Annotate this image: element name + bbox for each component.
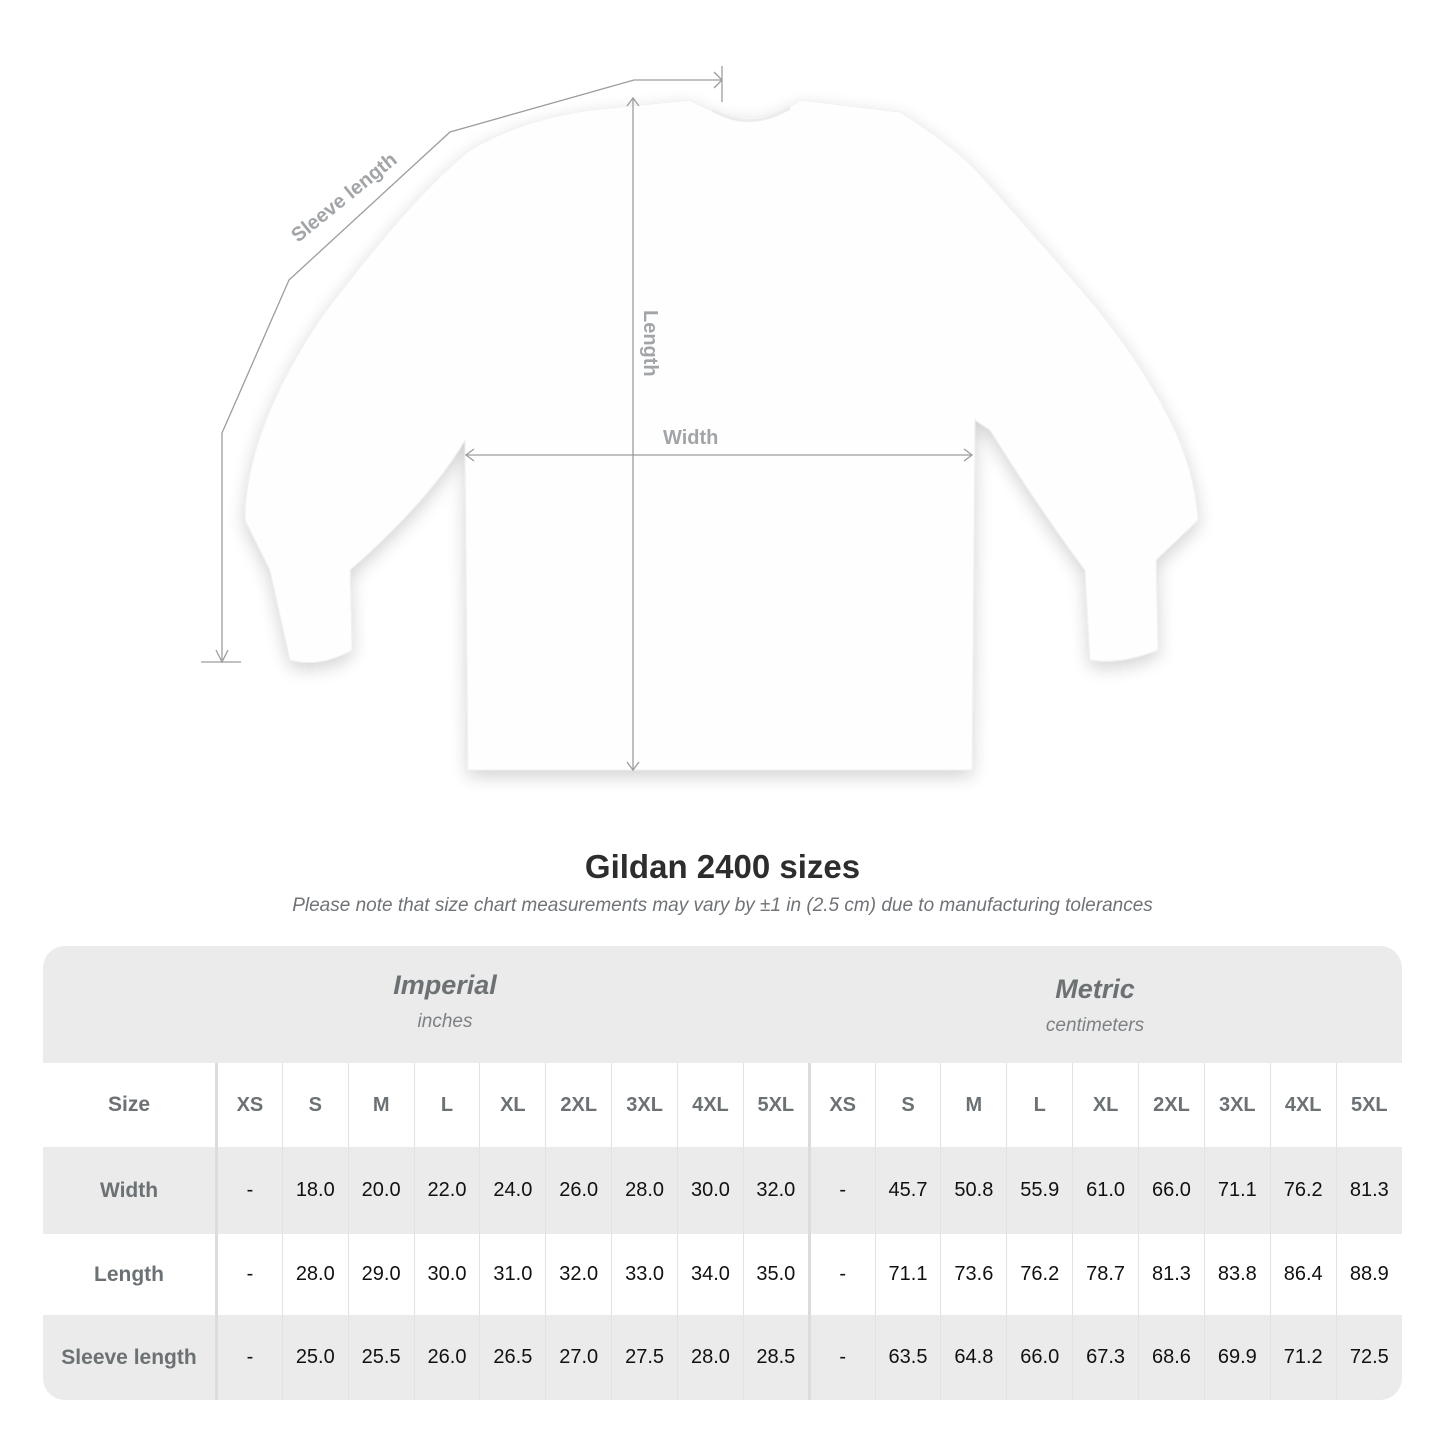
imperial-value: - xyxy=(216,1147,283,1234)
metric-value: 71.1 xyxy=(1203,1147,1271,1234)
size-header-imperial: M xyxy=(347,1063,415,1147)
imperial-value: 28.0 xyxy=(281,1234,349,1315)
size-header-imperial: S xyxy=(281,1063,349,1147)
metric-value: 66.0 xyxy=(1006,1315,1073,1400)
size-header-imperial: XL xyxy=(479,1063,546,1147)
row-label: Sleeve length xyxy=(43,1315,218,1400)
metric-value: 86.4 xyxy=(1269,1234,1337,1315)
imperial-value: 20.0 xyxy=(347,1147,415,1234)
row-label: Width xyxy=(43,1147,218,1234)
imperial-value: 26.0 xyxy=(545,1147,612,1234)
size-header-metric: 3XL xyxy=(1203,1063,1271,1147)
size-header-imperial: L xyxy=(413,1063,480,1147)
metric-value: 71.1 xyxy=(874,1234,941,1315)
imperial-unit: inches xyxy=(417,1011,473,1032)
long-sleeve-shirt xyxy=(244,99,1199,771)
table-row: Sleeve length -25.0 25.5 26.0 26.5 27.0 27.5 28… xyxy=(43,1315,1402,1400)
metric-value: 45.7 xyxy=(874,1147,941,1234)
imperial-value: 18.0 xyxy=(281,1147,349,1234)
size-table: Size XS S M L XL 2XL 3XL 4XL 5XL XS S M L XL 2XL 3XL 4XL 5… xyxy=(43,1063,1402,1400)
imperial-value: 31.0 xyxy=(479,1234,546,1315)
metric-value: 66.0 xyxy=(1138,1147,1205,1234)
metric-value: 67.3 xyxy=(1072,1315,1139,1400)
imperial-value: 22.0 xyxy=(413,1147,480,1234)
size-header-imperial: 2XL xyxy=(545,1063,612,1147)
size-header-imperial: XS xyxy=(216,1063,283,1147)
shirt-diagram: Sleeve length Length Width xyxy=(201,66,1199,772)
size-header-imperial: 3XL xyxy=(611,1063,678,1147)
imperial-value: 26.5 xyxy=(479,1315,546,1400)
imperial-value: 26.0 xyxy=(413,1315,480,1400)
page-title: Gildan 2400 sizes xyxy=(584,848,861,885)
imperial-value: 30.0 xyxy=(677,1147,744,1234)
size-header-metric: M xyxy=(940,1063,1007,1147)
imperial-value: 33.0 xyxy=(611,1234,678,1315)
metric-value: 64.8 xyxy=(940,1315,1007,1400)
size-label: Size xyxy=(43,1063,218,1147)
width-label: Width xyxy=(663,427,718,449)
size-header-imperial: 4XL xyxy=(677,1063,744,1147)
imperial-value: 27.5 xyxy=(611,1315,678,1400)
tolerance-note: Please note that size chart measurements… xyxy=(292,895,1153,916)
imperial-value: 34.0 xyxy=(677,1234,744,1315)
metric-value: 55.9 xyxy=(1006,1147,1073,1234)
imperial-value: 25.0 xyxy=(281,1315,349,1400)
metric-value: - xyxy=(807,1315,876,1400)
imperial-value: 28.0 xyxy=(677,1315,744,1400)
table-row: Length -28.0 29.0 30.0 31.0 32.0 33.0 34.0 35.0-… xyxy=(43,1234,1402,1315)
size-header-metric: XS xyxy=(807,1063,876,1147)
table-row-sizes: Size XS S M L XL 2XL 3XL 4XL 5XL XS S M L XL 2XL 3XL 4XL 5… xyxy=(43,1063,1402,1147)
metric-value: 61.0 xyxy=(1072,1147,1139,1234)
metric-value: 69.9 xyxy=(1203,1315,1271,1400)
metric-value: 73.6 xyxy=(940,1234,1007,1315)
metric-value: 81.3 xyxy=(1335,1147,1402,1234)
size-header-metric: 4XL xyxy=(1269,1063,1337,1147)
size-header-metric: XL xyxy=(1072,1063,1139,1147)
imperial-value: - xyxy=(216,1315,283,1400)
sleeve-length-dimension-line xyxy=(221,79,722,660)
metric-value: - xyxy=(807,1234,876,1315)
metric-value: 83.8 xyxy=(1203,1234,1271,1315)
imperial-value: 25.5 xyxy=(347,1315,415,1400)
metric-value: 76.2 xyxy=(1006,1234,1073,1315)
size-header-imperial: 5XL xyxy=(742,1063,810,1147)
metric-value: 71.2 xyxy=(1269,1315,1337,1400)
imperial-header: Imperial inches xyxy=(215,970,675,1033)
size-chart-table: Imperial inches Metric centimeters Size X… xyxy=(43,946,1402,1400)
sleeve-length-label: Sleeve length xyxy=(287,149,401,247)
table-header-band xyxy=(43,946,1402,1063)
metric-value: 76.2 xyxy=(1269,1147,1337,1234)
imperial-value: - xyxy=(216,1234,283,1315)
size-header-metric: S xyxy=(874,1063,941,1147)
size-header-metric: L xyxy=(1006,1063,1073,1147)
metric-value: 78.7 xyxy=(1072,1234,1139,1315)
metric-value: 88.9 xyxy=(1335,1234,1402,1315)
imperial-value: 35.0 xyxy=(742,1234,810,1315)
table-row: Width -18.0 20.0 22.0 24.0 26.0 28.0 30.0 32.0-4… xyxy=(43,1147,1402,1234)
imperial-value: 28.0 xyxy=(611,1147,678,1234)
imperial-value: 28.5 xyxy=(742,1315,810,1400)
imperial-title: Imperial xyxy=(393,970,497,1000)
size-header-metric: 2XL xyxy=(1138,1063,1205,1147)
metric-title: Metric xyxy=(1055,974,1135,1004)
metric-value: 72.5 xyxy=(1335,1315,1402,1400)
imperial-value: 32.0 xyxy=(742,1147,810,1234)
imperial-value: 24.0 xyxy=(479,1147,546,1234)
imperial-value: 29.0 xyxy=(347,1234,415,1315)
imperial-value: 30.0 xyxy=(413,1234,480,1315)
metric-unit: centimeters xyxy=(1045,1015,1145,1036)
metric-value: 68.6 xyxy=(1138,1315,1205,1400)
metric-value: 81.3 xyxy=(1138,1234,1205,1315)
metric-header: Metric centimeters xyxy=(865,974,1325,1037)
metric-value: 63.5 xyxy=(874,1315,941,1400)
length-label: Length xyxy=(639,310,661,377)
metric-value: - xyxy=(807,1147,876,1234)
size-header-metric: 5XL xyxy=(1335,1063,1402,1147)
imperial-value: 32.0 xyxy=(545,1234,612,1315)
imperial-value: 27.0 xyxy=(545,1315,612,1400)
metric-value: 50.8 xyxy=(940,1147,1007,1234)
row-label: Length xyxy=(43,1234,218,1315)
